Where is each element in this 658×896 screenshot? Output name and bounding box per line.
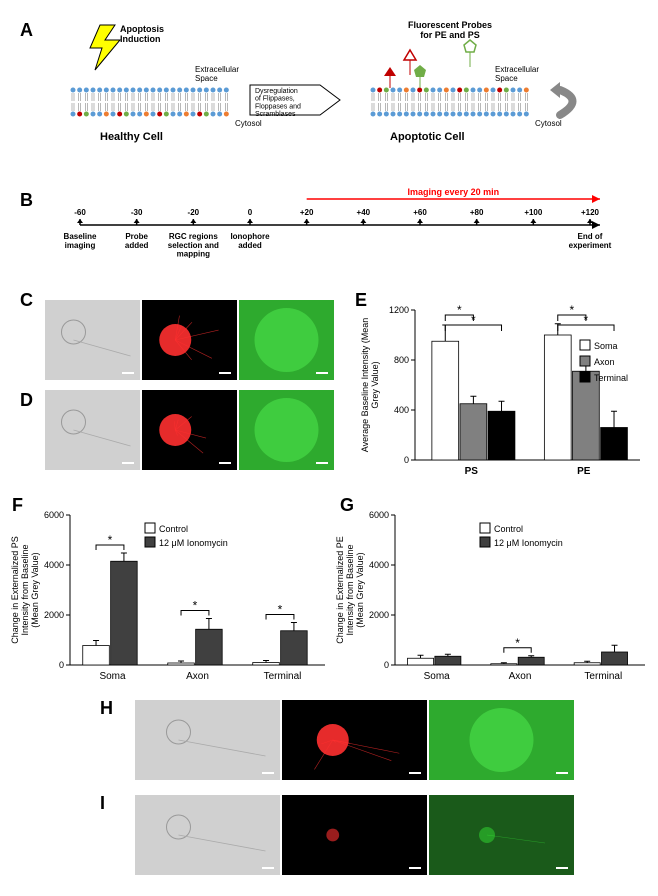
svg-text:-20: -20: [188, 208, 200, 217]
panel-b-timeline: -60 Baselineimaging -30 Probeadded -20 RGC re…: [40, 185, 640, 285]
svg-text:Ionophoreadded: Ionophoreadded: [230, 232, 270, 250]
svg-text:Control: Control: [494, 524, 523, 534]
svg-text:Baselineimaging: Baselineimaging: [64, 232, 97, 250]
svg-text:Cytosol: Cytosol: [235, 119, 262, 128]
panel-label-i: I: [100, 793, 105, 814]
svg-text:4000: 4000: [369, 560, 389, 570]
svg-text:Soma: Soma: [99, 671, 126, 682]
svg-text:400: 400: [394, 405, 409, 415]
svg-text:Axon: Axon: [594, 357, 615, 367]
svg-text:*: *: [108, 533, 113, 547]
svg-text:ExtracellularSpace: ExtracellularSpace: [195, 65, 239, 83]
panel-label-a: A: [20, 20, 33, 41]
svg-text:6000: 6000: [369, 510, 389, 520]
svg-text:Control: Control: [159, 524, 188, 534]
svg-text:Healthy Cell: Healthy Cell: [100, 131, 163, 143]
panel-f-chart: 0 2000 4000 6000 Change in Externalized PSIn…: [5, 505, 335, 695]
svg-text:End ofexperiment: End ofexperiment: [569, 232, 612, 250]
svg-text:0: 0: [59, 660, 64, 670]
svg-text:PE: PE: [577, 466, 591, 477]
svg-text:Probeadded: Probeadded: [125, 232, 149, 250]
svg-text:Change in Externalized PEInten: Change in Externalized PEIntensity from …: [335, 536, 365, 644]
svg-text:+60: +60: [413, 208, 427, 217]
svg-text:*: *: [569, 303, 574, 317]
panel-label-c: C: [20, 290, 33, 311]
panel-e-chart: 0 400 800 1200 Average Baseline Intensity (M…: [360, 300, 650, 490]
svg-text:+20: +20: [300, 208, 314, 217]
svg-text:2000: 2000: [369, 610, 389, 620]
svg-text:Imaging every 20 min: Imaging every 20 min: [408, 187, 500, 197]
svg-text:*: *: [471, 313, 476, 327]
svg-text:*: *: [457, 303, 462, 317]
svg-text:+100: +100: [524, 208, 543, 217]
panel-label-b: B: [20, 190, 33, 211]
panel-label-h: H: [100, 698, 113, 719]
svg-text:2000: 2000: [44, 610, 64, 620]
svg-text:Terminal: Terminal: [594, 373, 628, 383]
svg-text:Axon: Axon: [509, 671, 532, 682]
svg-text:0: 0: [404, 455, 409, 465]
svg-text:+40: +40: [357, 208, 371, 217]
panel-a-diagram: ApoptosisInduction ExtracellularSpace Cyto…: [40, 20, 640, 180]
svg-text:0: 0: [248, 208, 253, 217]
svg-text:+120: +120: [581, 208, 600, 217]
svg-text:ExtracellularSpace: ExtracellularSpace: [495, 65, 539, 83]
svg-text:12 μM Ionomycin: 12 μM Ionomycin: [494, 538, 563, 548]
svg-text:Soma: Soma: [594, 341, 618, 351]
svg-text:Average Baseline Intensity (Me: Average Baseline Intensity (MeanGrey Val…: [360, 318, 380, 452]
svg-text:Terminal: Terminal: [584, 671, 622, 682]
svg-text:*: *: [584, 313, 589, 327]
svg-text:RGC regionsselection andmappin: RGC regionsselection andmapping: [168, 232, 219, 259]
svg-text:Fluorescent Probesfor PE and P: Fluorescent Probesfor PE and PS: [408, 20, 492, 40]
svg-text:*: *: [278, 603, 283, 617]
svg-text:4000: 4000: [44, 560, 64, 570]
svg-text:Change in Externalized PSInten: Change in Externalized PSIntensity from …: [10, 536, 40, 644]
svg-text:12 μM Ionomycin: 12 μM Ionomycin: [159, 538, 228, 548]
svg-text:-30: -30: [131, 208, 143, 217]
svg-text:Dysregulationof Flippases,Flop: Dysregulationof Flippases,Floppases andS…: [255, 88, 301, 118]
svg-text:Soma: Soma: [424, 671, 451, 682]
svg-text:PS: PS: [465, 466, 479, 477]
svg-text:*: *: [193, 599, 198, 613]
svg-text:Axon: Axon: [186, 671, 209, 682]
svg-text:6000: 6000: [44, 510, 64, 520]
panel-label-d: D: [20, 390, 33, 411]
svg-text:+80: +80: [470, 208, 484, 217]
svg-text:Cytosol: Cytosol: [535, 119, 562, 128]
svg-text:Terminal: Terminal: [264, 671, 302, 682]
svg-text:-60: -60: [74, 208, 86, 217]
svg-text:*: *: [515, 636, 520, 650]
svg-text:Apoptotic Cell: Apoptotic Cell: [390, 131, 465, 143]
svg-text:0: 0: [384, 660, 389, 670]
svg-text:1200: 1200: [389, 305, 409, 315]
svg-text:ApoptosisInduction: ApoptosisInduction: [120, 24, 164, 44]
svg-text:800: 800: [394, 355, 409, 365]
panel-g-chart: 0 2000 4000 6000 Change in Externalized PEIn…: [330, 505, 655, 695]
